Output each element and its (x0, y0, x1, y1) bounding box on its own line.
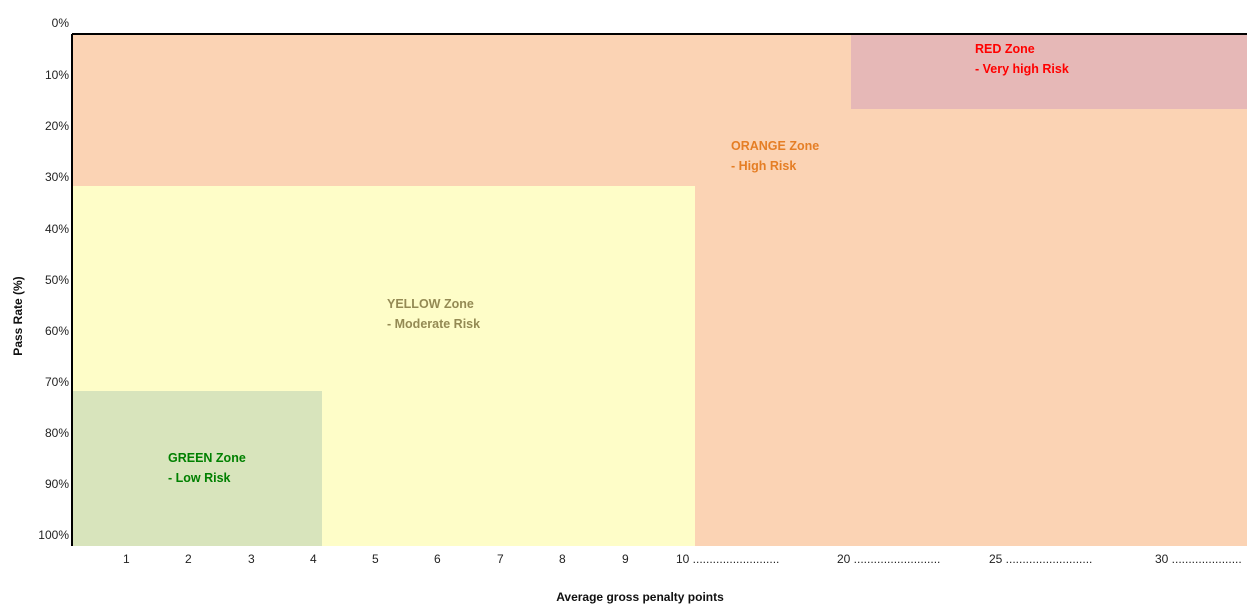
zones-layer (72, 34, 1247, 546)
y-tick-label: 100% (38, 528, 69, 542)
x-axis-title: Average gross penalty points (556, 590, 724, 604)
x-tick-label: 9 (622, 552, 629, 566)
x-tick-label: 30 ..................... (1155, 552, 1242, 566)
green-zone-title: GREEN Zone (168, 451, 246, 465)
y-tick-label: 30% (45, 170, 69, 184)
x-tick-label: 25 .......................... (989, 552, 1092, 566)
red-zone-title: RED Zone (975, 42, 1035, 56)
x-tick-label: 8 (559, 552, 566, 566)
x-tick-label: 3 (248, 552, 255, 566)
y-tick-label: 10% (45, 68, 69, 82)
y-tick-label: 0% (52, 16, 70, 30)
yellow-zone-risk-label: - Moderate Risk (387, 317, 480, 331)
y-axis-title: Pass Rate (%) (11, 276, 25, 355)
x-tick-label: 7 (497, 552, 504, 566)
y-tick-label: 60% (45, 324, 69, 338)
x-tick-label: 6 (434, 552, 441, 566)
yellow-zone-title: YELLOW Zone (387, 297, 474, 311)
orange-zone-risk-label: - High Risk (731, 159, 796, 173)
orange-zone-title: ORANGE Zone (731, 139, 819, 153)
x-tick-label: 4 (310, 552, 317, 566)
red-zone-region (851, 34, 1247, 109)
zone-labels-layer: ORANGE Zone - High Risk RED Zone - Very hig… (168, 42, 1069, 485)
x-tick-label: 20 .......................... (837, 552, 940, 566)
red-zone-risk-label: - Very high Risk (975, 62, 1069, 76)
y-tick-label: 80% (45, 426, 69, 440)
x-tick-label: 2 (185, 552, 192, 566)
y-tick-label: 40% (45, 222, 69, 236)
x-tick-labels: 1 2 3 4 5 6 7 8 9 10 .......................... 20… (123, 552, 1242, 566)
y-tick-label: 90% (45, 477, 69, 491)
x-tick-label: 10 .......................... (676, 552, 779, 566)
y-tick-label: 20% (45, 119, 69, 133)
x-tick-label: 5 (372, 552, 379, 566)
green-zone-region (72, 391, 322, 546)
x-tick-label: 1 (123, 552, 130, 566)
green-zone-risk-label: - Low Risk (168, 471, 231, 485)
y-tick-label: 50% (45, 273, 69, 287)
y-tick-labels: 0% 10% 20% 30% 40% 50% 60% 70% 80% 90% 100% (38, 16, 69, 542)
y-tick-label: 70% (45, 375, 69, 389)
